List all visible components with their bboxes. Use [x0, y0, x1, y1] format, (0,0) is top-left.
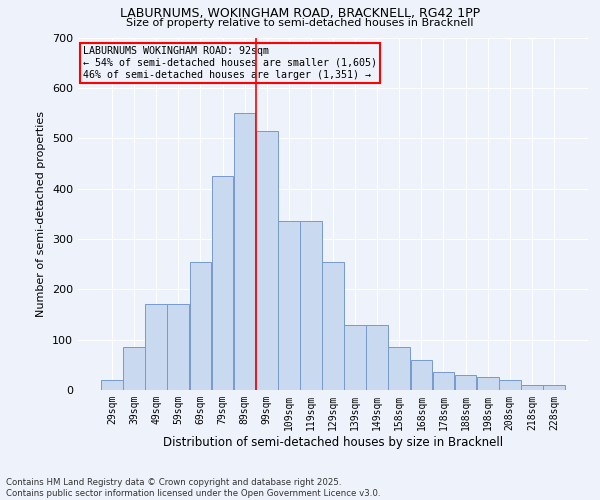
Bar: [388, 347, 410, 390]
Bar: [167, 304, 189, 390]
Y-axis label: Number of semi-detached properties: Number of semi-detached properties: [37, 111, 46, 317]
Bar: [145, 304, 167, 390]
Bar: [477, 378, 499, 390]
Bar: [499, 380, 521, 390]
Bar: [190, 262, 211, 390]
Bar: [455, 375, 476, 390]
Bar: [433, 372, 454, 390]
Bar: [278, 222, 299, 390]
Text: LABURNUMS WOKINGHAM ROAD: 92sqm
← 54% of semi-detached houses are smaller (1,605: LABURNUMS WOKINGHAM ROAD: 92sqm ← 54% of…: [83, 46, 377, 80]
Bar: [344, 324, 366, 390]
Text: LABURNUMS, WOKINGHAM ROAD, BRACKNELL, RG42 1PP: LABURNUMS, WOKINGHAM ROAD, BRACKNELL, RG…: [120, 8, 480, 20]
Bar: [212, 176, 233, 390]
Bar: [300, 222, 322, 390]
Text: Size of property relative to semi-detached houses in Bracknell: Size of property relative to semi-detach…: [126, 18, 474, 28]
Bar: [101, 380, 123, 390]
Bar: [322, 262, 344, 390]
Bar: [410, 360, 432, 390]
Bar: [543, 385, 565, 390]
Bar: [256, 130, 278, 390]
Bar: [123, 347, 145, 390]
Bar: [367, 324, 388, 390]
Bar: [521, 385, 543, 390]
Text: Contains HM Land Registry data © Crown copyright and database right 2025.
Contai: Contains HM Land Registry data © Crown c…: [6, 478, 380, 498]
X-axis label: Distribution of semi-detached houses by size in Bracknell: Distribution of semi-detached houses by …: [163, 436, 503, 448]
Bar: [234, 113, 256, 390]
